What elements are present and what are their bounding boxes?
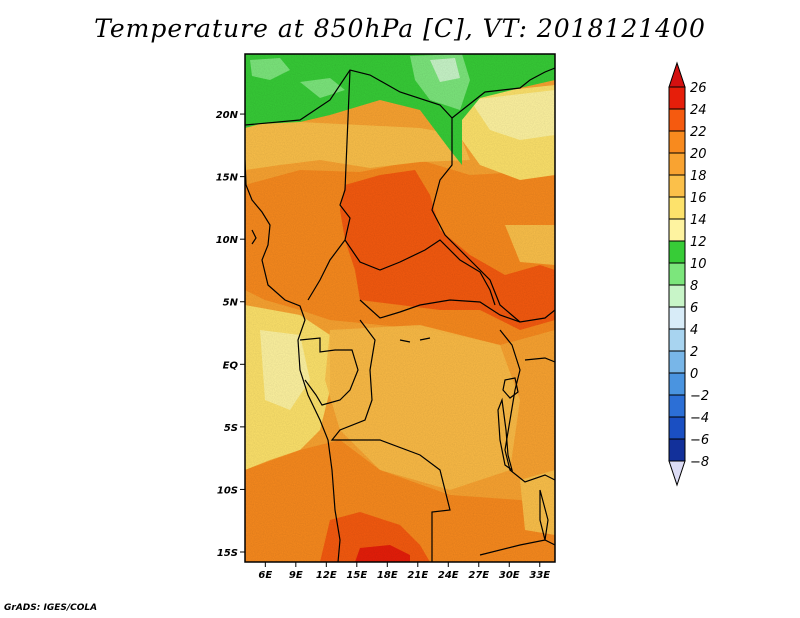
colorbar-label: 8 (690, 279, 698, 294)
border-uganda (524, 357, 555, 363)
colorbar-label: 2 (690, 345, 698, 360)
lake-tanganyika (497, 397, 514, 472)
colorbar-label: −4 (690, 411, 709, 426)
border-sahel-1 (245, 69, 521, 323)
lon-tick-label: 12E (316, 570, 337, 581)
chart-title: Temperature at 850hPa [C], VT: 201812140… (94, 14, 706, 43)
lat-tick-label: 10S (217, 485, 238, 496)
colorbar-segment (668, 438, 686, 462)
colorbar-segment (668, 86, 686, 110)
colorbar-label: 16 (690, 191, 707, 206)
lon-tick-label: 30E (499, 570, 520, 581)
border-car-north (344, 239, 496, 306)
colorbar-segment (668, 372, 686, 396)
lon-tick-label: 21E (407, 570, 428, 581)
colorbar-label: 4 (690, 323, 698, 338)
lon-tick-label: 15E (346, 570, 367, 581)
colorbar-under-triangle (668, 460, 686, 487)
colorbar-label: 20 (690, 147, 707, 162)
atlantic-coastline (245, 159, 341, 562)
colorbar-label: 6 (690, 301, 698, 316)
map-frame (244, 53, 556, 563)
colorbar-label: −6 (690, 433, 709, 448)
colorbar-segment (668, 196, 686, 220)
border-gabon-congo (299, 337, 359, 406)
colorbar-label: 22 (690, 125, 707, 140)
border-egypt-sudan (451, 67, 555, 119)
colorbar-label: −8 (690, 455, 709, 470)
border-niger-chad (307, 69, 351, 301)
grads-credit: GrADS: IGES/COLA (4, 603, 98, 613)
river-congo-marks (399, 337, 431, 343)
country-borders (245, 67, 555, 562)
colorbar-segment (668, 350, 686, 374)
lat-tick-label: 5S (224, 423, 238, 434)
lon-tick-label: 33E (529, 570, 550, 581)
colorbar-segment (668, 108, 686, 132)
lat-tick-label: 5N (223, 298, 239, 309)
lake-victoria-part (502, 377, 519, 399)
coast-notch (251, 229, 257, 245)
colorbar-label: 10 (690, 257, 707, 272)
border-zambia-south (479, 539, 555, 556)
lat-tick-label: 20N (216, 110, 239, 121)
colorbar-segment (668, 328, 686, 352)
lon-tick-label: 24E (438, 570, 459, 581)
colorbar-segment (668, 284, 686, 308)
colorbar-segment (668, 262, 686, 286)
colorbar-segment (668, 218, 686, 242)
lat-tick-label: EQ (223, 360, 239, 371)
colorbar-label: 26 (690, 81, 707, 96)
colorbar-label: −2 (690, 389, 709, 404)
colorbar-segment (668, 416, 686, 440)
field-texture (245, 54, 555, 562)
lon-tick-label: 27E (468, 570, 489, 581)
border-drc-east (499, 329, 555, 483)
lon-tick-label: 9E (289, 570, 303, 581)
colorbar-label: 14 (690, 213, 707, 228)
latitude-axis: 20N 15N 10N 5N EQ 5S 10S 15S (216, 110, 245, 559)
colorbar-segment (668, 152, 686, 176)
colorbar-segment (668, 130, 686, 154)
colorbar-over-triangle (668, 61, 686, 88)
lat-tick-label: 15S (217, 548, 238, 559)
colorbar-segment (668, 394, 686, 418)
border-car-south (359, 299, 555, 323)
lon-tick-label: 6E (258, 570, 272, 581)
longitude-axis: 6E 9E 12E 15E 18E 21E 24E 27E 30E 33E (258, 562, 550, 581)
colorbar-label: 18 (690, 169, 707, 184)
colorbar-label: 0 (690, 367, 698, 382)
colorbar-label: 12 (690, 235, 707, 250)
lon-tick-label: 18E (377, 570, 398, 581)
lat-tick-label: 10N (216, 235, 239, 246)
colorbar-segment (668, 306, 686, 330)
colorbar-segment (668, 240, 686, 264)
temperature-field (245, 54, 555, 562)
border-drc-angola (330, 319, 451, 562)
lat-tick-label: 15N (216, 173, 239, 184)
colorbar-segment (668, 174, 686, 198)
colorbar-label: 24 (690, 103, 707, 118)
